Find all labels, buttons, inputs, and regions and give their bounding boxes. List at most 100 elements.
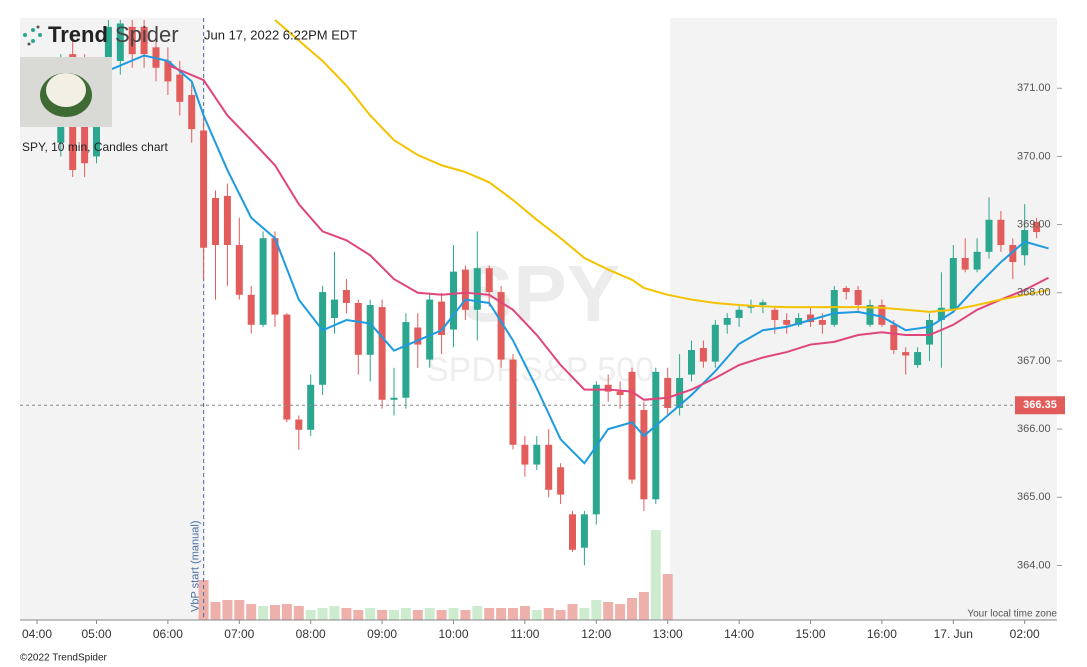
candle-body: [699, 347, 707, 362]
volume-bar: [341, 608, 352, 620]
volume-bar: [650, 530, 661, 620]
volume-bar: [305, 610, 316, 620]
volume-bar: [627, 598, 637, 620]
x-tick-label: 02:00: [1010, 627, 1040, 641]
volume-bar: [519, 606, 530, 620]
x-tick-label: 04:00: [22, 627, 52, 641]
vbp-start-label: VbP start (manual): [190, 520, 202, 612]
candle-body: [283, 314, 291, 420]
candle-body: [438, 301, 446, 336]
candle-body: [116, 23, 124, 61]
x-tick-label: 11:00: [510, 627, 539, 641]
volume-bar: [400, 608, 411, 620]
candle-body: [949, 257, 957, 310]
candle-body: [711, 324, 719, 362]
volume-bar: [460, 610, 471, 620]
candle-body: [402, 322, 410, 398]
candle-body: [426, 299, 434, 360]
candle-body: [331, 299, 338, 318]
logo-bold: Trend: [48, 22, 108, 47]
candle-body: [509, 359, 517, 445]
candle-body: [557, 467, 565, 495]
candle-body: [307, 384, 315, 430]
x-tick-label: 05:00: [81, 627, 111, 641]
candle-body: [961, 257, 969, 270]
candle-body: [807, 314, 814, 323]
volume-bar: [329, 606, 340, 620]
plot-area: [57, 18, 1049, 620]
x-tick-label: 08:00: [296, 627, 326, 641]
candle-body: [735, 309, 743, 318]
volume-bar: [293, 606, 304, 620]
x-tick-label: 07:00: [224, 627, 254, 641]
candle-body: [414, 327, 422, 345]
logo: Trend Spider: [23, 22, 179, 47]
volume-bar: [424, 608, 435, 620]
y-tick-label: 371.00: [1017, 82, 1051, 94]
candle-body: [390, 397, 398, 400]
candle-body: [366, 305, 374, 355]
x-tick-label: 17. Jun: [934, 627, 973, 641]
candle-body: [342, 290, 350, 303]
candle-body: [926, 320, 933, 345]
candle-body: [259, 238, 267, 325]
candle-body: [319, 292, 327, 385]
candle-body: [497, 292, 505, 360]
volume-bar: [246, 604, 257, 620]
candle-body: [533, 444, 541, 465]
volume-bar: [603, 602, 614, 620]
candle-body: [354, 302, 362, 355]
last-price-label: 366.35: [1023, 399, 1057, 411]
moving-average-line: [108, 54, 1049, 465]
volume-bar: [377, 610, 388, 620]
candle-body: [652, 371, 660, 500]
timezone-note: Your local time zone: [967, 609, 1057, 620]
y-tick-label: 368.00: [1017, 287, 1051, 299]
candle-body: [1009, 245, 1017, 263]
candle-body: [723, 317, 731, 325]
candle-body: [759, 302, 767, 306]
volume-bar: [662, 574, 673, 620]
candle-body: [140, 26, 148, 55]
candle-body: [223, 195, 231, 246]
candle-body: [914, 352, 922, 366]
x-tick-label: 14:00: [724, 627, 754, 641]
y-tick-label: 369.00: [1017, 218, 1051, 230]
candle-body: [628, 371, 636, 480]
volume-bar: [555, 610, 566, 620]
candle-body: [545, 444, 553, 490]
candle-body: [461, 269, 469, 310]
symbol-info: SPY, 10 min, Candles chart: [22, 140, 169, 154]
last-price-box: [1015, 396, 1065, 415]
volume-bar: [543, 608, 554, 620]
symbol-image: [20, 57, 112, 127]
volume-bar: [412, 610, 423, 620]
volume-bar: [258, 606, 269, 620]
candle-body: [997, 219, 1005, 246]
candle-body: [128, 26, 136, 55]
y-tick-label: 366.00: [1017, 423, 1051, 435]
candle-body: [164, 60, 172, 82]
volume-bar: [222, 600, 233, 620]
y-tick-label: 364.00: [1017, 559, 1051, 571]
candle-body: [473, 268, 481, 310]
x-tick-label: 12:00: [581, 627, 611, 641]
candle-body: [854, 290, 862, 306]
volume-bar: [353, 610, 364, 620]
x-tick-label: 09:00: [367, 627, 397, 641]
afterhours-shade: [670, 18, 1057, 620]
x-tick-label: 13:00: [653, 627, 683, 641]
moving-average-line: [274, 19, 1049, 313]
candle-body: [616, 391, 624, 396]
watermark-sub: SPDRS&P 500: [426, 351, 654, 389]
volume-bar: [484, 608, 495, 620]
copyright: ©2022 TrendSpider: [20, 653, 108, 664]
volume-bar: [638, 592, 649, 620]
candle-body: [795, 317, 803, 325]
x-tick-label: 10:00: [438, 627, 468, 641]
logo-light: Spider: [115, 22, 179, 47]
volume-bar: [389, 610, 399, 620]
y-tick-label: 367.00: [1017, 355, 1051, 367]
candle-body: [890, 324, 898, 351]
